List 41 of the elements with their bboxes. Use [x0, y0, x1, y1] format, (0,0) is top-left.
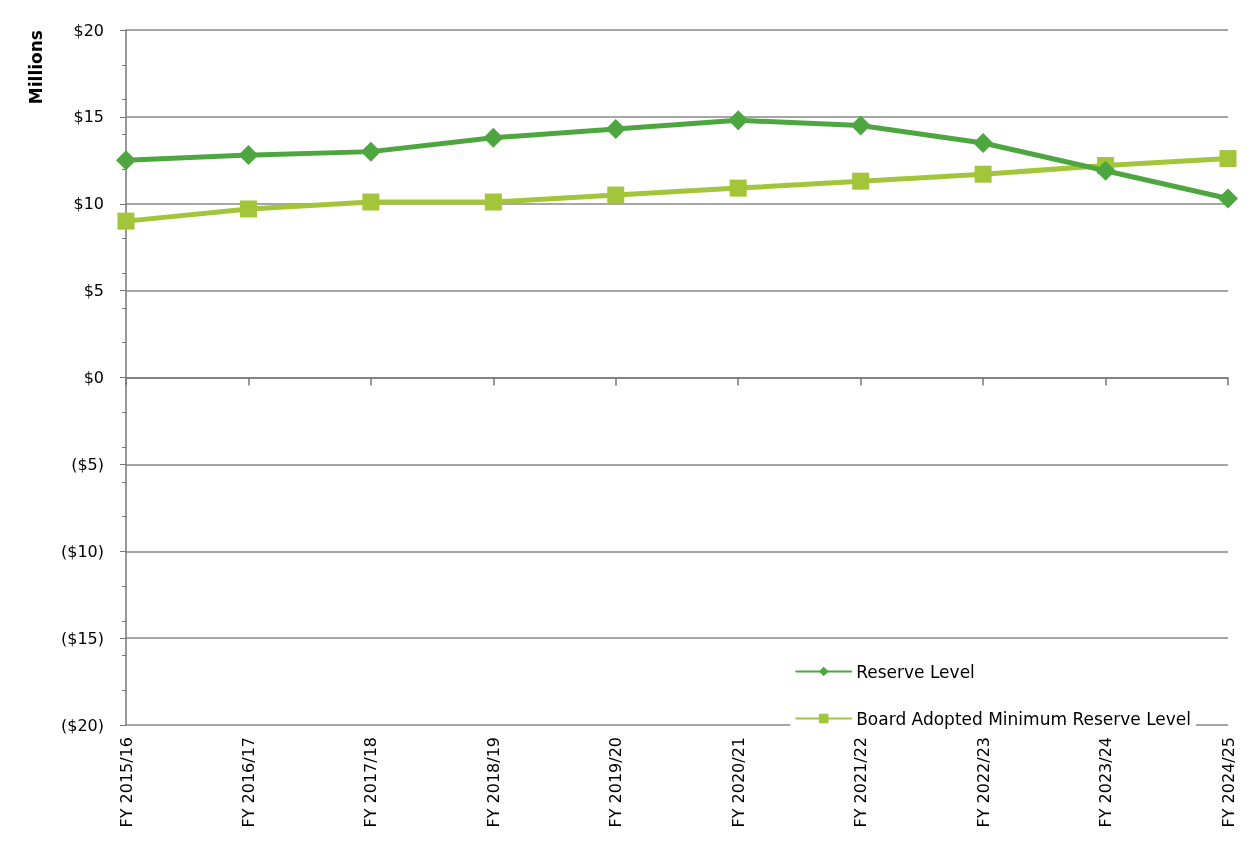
- point: [729, 179, 747, 197]
- point: [117, 212, 135, 230]
- point: [360, 141, 381, 162]
- y-tick-label: $0: [83, 368, 104, 387]
- x-tick-label: FY 2019/20: [606, 737, 626, 828]
- y-tick-label: ($10): [60, 541, 104, 561]
- point: [239, 200, 257, 218]
- point: [852, 172, 870, 190]
- y-tick-label: ($20): [60, 715, 104, 735]
- x-tick-label: FY 2017/18: [361, 737, 381, 828]
- x-tick-label: FY 2022/23: [973, 737, 993, 828]
- point: [728, 110, 749, 131]
- point: [238, 145, 259, 166]
- y-tick-label: ($5): [71, 454, 104, 474]
- legend-label: Board Adopted Minimum Reserve Level: [856, 708, 1191, 729]
- x-tick-label: FY 2018/19: [483, 737, 503, 828]
- y-tick-label: $20: [73, 20, 104, 40]
- x-tick-label: FY 2021/22: [851, 737, 871, 828]
- point: [605, 119, 626, 140]
- point: [483, 127, 504, 148]
- point: [1218, 188, 1238, 209]
- legend-label: Reserve Level: [856, 661, 975, 682]
- point: [607, 186, 625, 204]
- point: [116, 150, 136, 171]
- x-tick-label: FY 2016/17: [238, 737, 258, 828]
- point: [973, 132, 994, 153]
- x-tick-label: FY 2020/21: [728, 737, 748, 828]
- y-axis-title: Millions: [25, 30, 46, 105]
- point: [1095, 160, 1116, 181]
- y-tick-label: $15: [73, 107, 104, 127]
- point: [1219, 150, 1237, 168]
- x-tick-label: FY 2023/24: [1096, 737, 1116, 828]
- y-tick-label: $10: [73, 194, 104, 214]
- x-tick-label: FY 2015/16: [116, 737, 136, 828]
- point: [850, 115, 871, 136]
- point: [974, 165, 992, 183]
- point: [484, 193, 502, 211]
- point: [362, 193, 380, 211]
- y-tick-label: ($15): [60, 628, 104, 648]
- y-tick-label: $5: [83, 281, 104, 301]
- x-tick-label: FY 2024/25: [1218, 737, 1238, 828]
